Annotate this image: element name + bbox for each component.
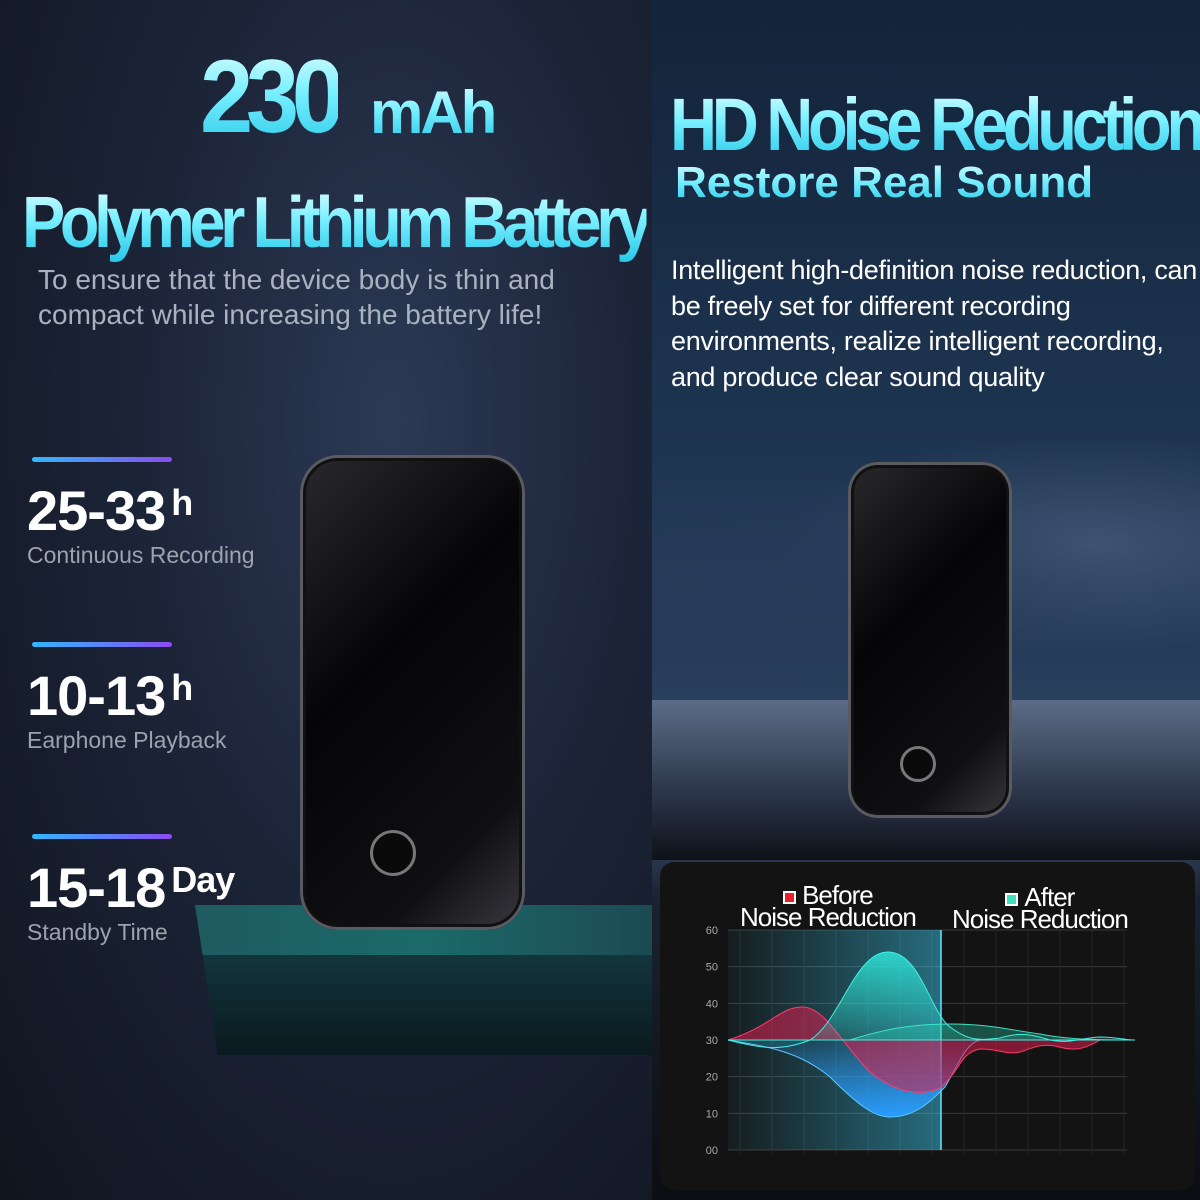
legend-line2: Noise Reduction	[740, 902, 917, 932]
stat-unit: h	[171, 667, 193, 708]
record-button-icon	[370, 830, 416, 876]
wave-plot: 60 50 40 30 20 10 00	[706, 925, 1136, 1157]
legend-line2: Noise Reduction	[952, 904, 1129, 934]
stat-bar	[32, 642, 172, 647]
legend-before: Before Noise Reduction	[740, 882, 917, 930]
stat-unit: Day	[171, 859, 235, 900]
y-tick-label: 30	[706, 1035, 718, 1047]
y-tick-label: 50	[706, 962, 718, 974]
stat-standby: 15-18 Day Standby Time	[27, 834, 235, 946]
legend-swatch-green	[1005, 893, 1019, 906]
stat-value: 15-18	[27, 856, 166, 919]
stat-value: 10-13	[27, 664, 166, 727]
legend-swatch-red	[783, 891, 797, 904]
noise-description: Intelligent high-definition noise reduct…	[671, 255, 1197, 392]
stat-unit: h	[171, 482, 193, 523]
legend-line1: Before	[802, 880, 874, 910]
stat-label: Continuous Recording	[27, 542, 255, 568]
stat-recording: 25-33 h Continuous Recording	[27, 457, 255, 569]
display-platform	[195, 905, 652, 1055]
wave-red	[727, 1006, 1102, 1093]
capacity-unit: mAh	[370, 79, 497, 146]
noise-subtitle: Restore Real Sound	[675, 158, 1094, 207]
stat-bar	[32, 834, 172, 839]
stat-label: Earphone Playback	[27, 727, 227, 753]
y-tick-label: 10	[706, 1108, 718, 1120]
legend-line1: After	[1024, 882, 1075, 912]
voice-recorder-device	[848, 462, 1012, 818]
capacity-value: 230	[200, 39, 345, 155]
stat-playback: 10-13 h Earphone Playback	[27, 642, 226, 754]
legend-after: After Noise Reduction	[952, 884, 1129, 932]
stat-value: 25-33	[27, 479, 166, 542]
y-tick-label: 00	[706, 1145, 718, 1157]
record-button-icon	[900, 746, 936, 782]
y-tick-label: 60	[706, 925, 718, 937]
stat-label: Standby Time	[27, 919, 168, 945]
voice-recorder-device	[300, 455, 525, 930]
y-tick-label: 40	[706, 998, 718, 1010]
battery-description: To ensure that the device body is thin a…	[38, 264, 555, 330]
noise-comparison-chart: Before Noise Reduction After Noise Reducti…	[660, 862, 1195, 1190]
stat-bar	[32, 457, 172, 462]
battery-type: Polymer Lithium Battery	[22, 183, 652, 263]
wave-cyan	[727, 951, 1136, 1048]
noise-title: HD Noise Reduction	[670, 83, 1200, 166]
y-tick-label: 20	[706, 1072, 718, 1084]
